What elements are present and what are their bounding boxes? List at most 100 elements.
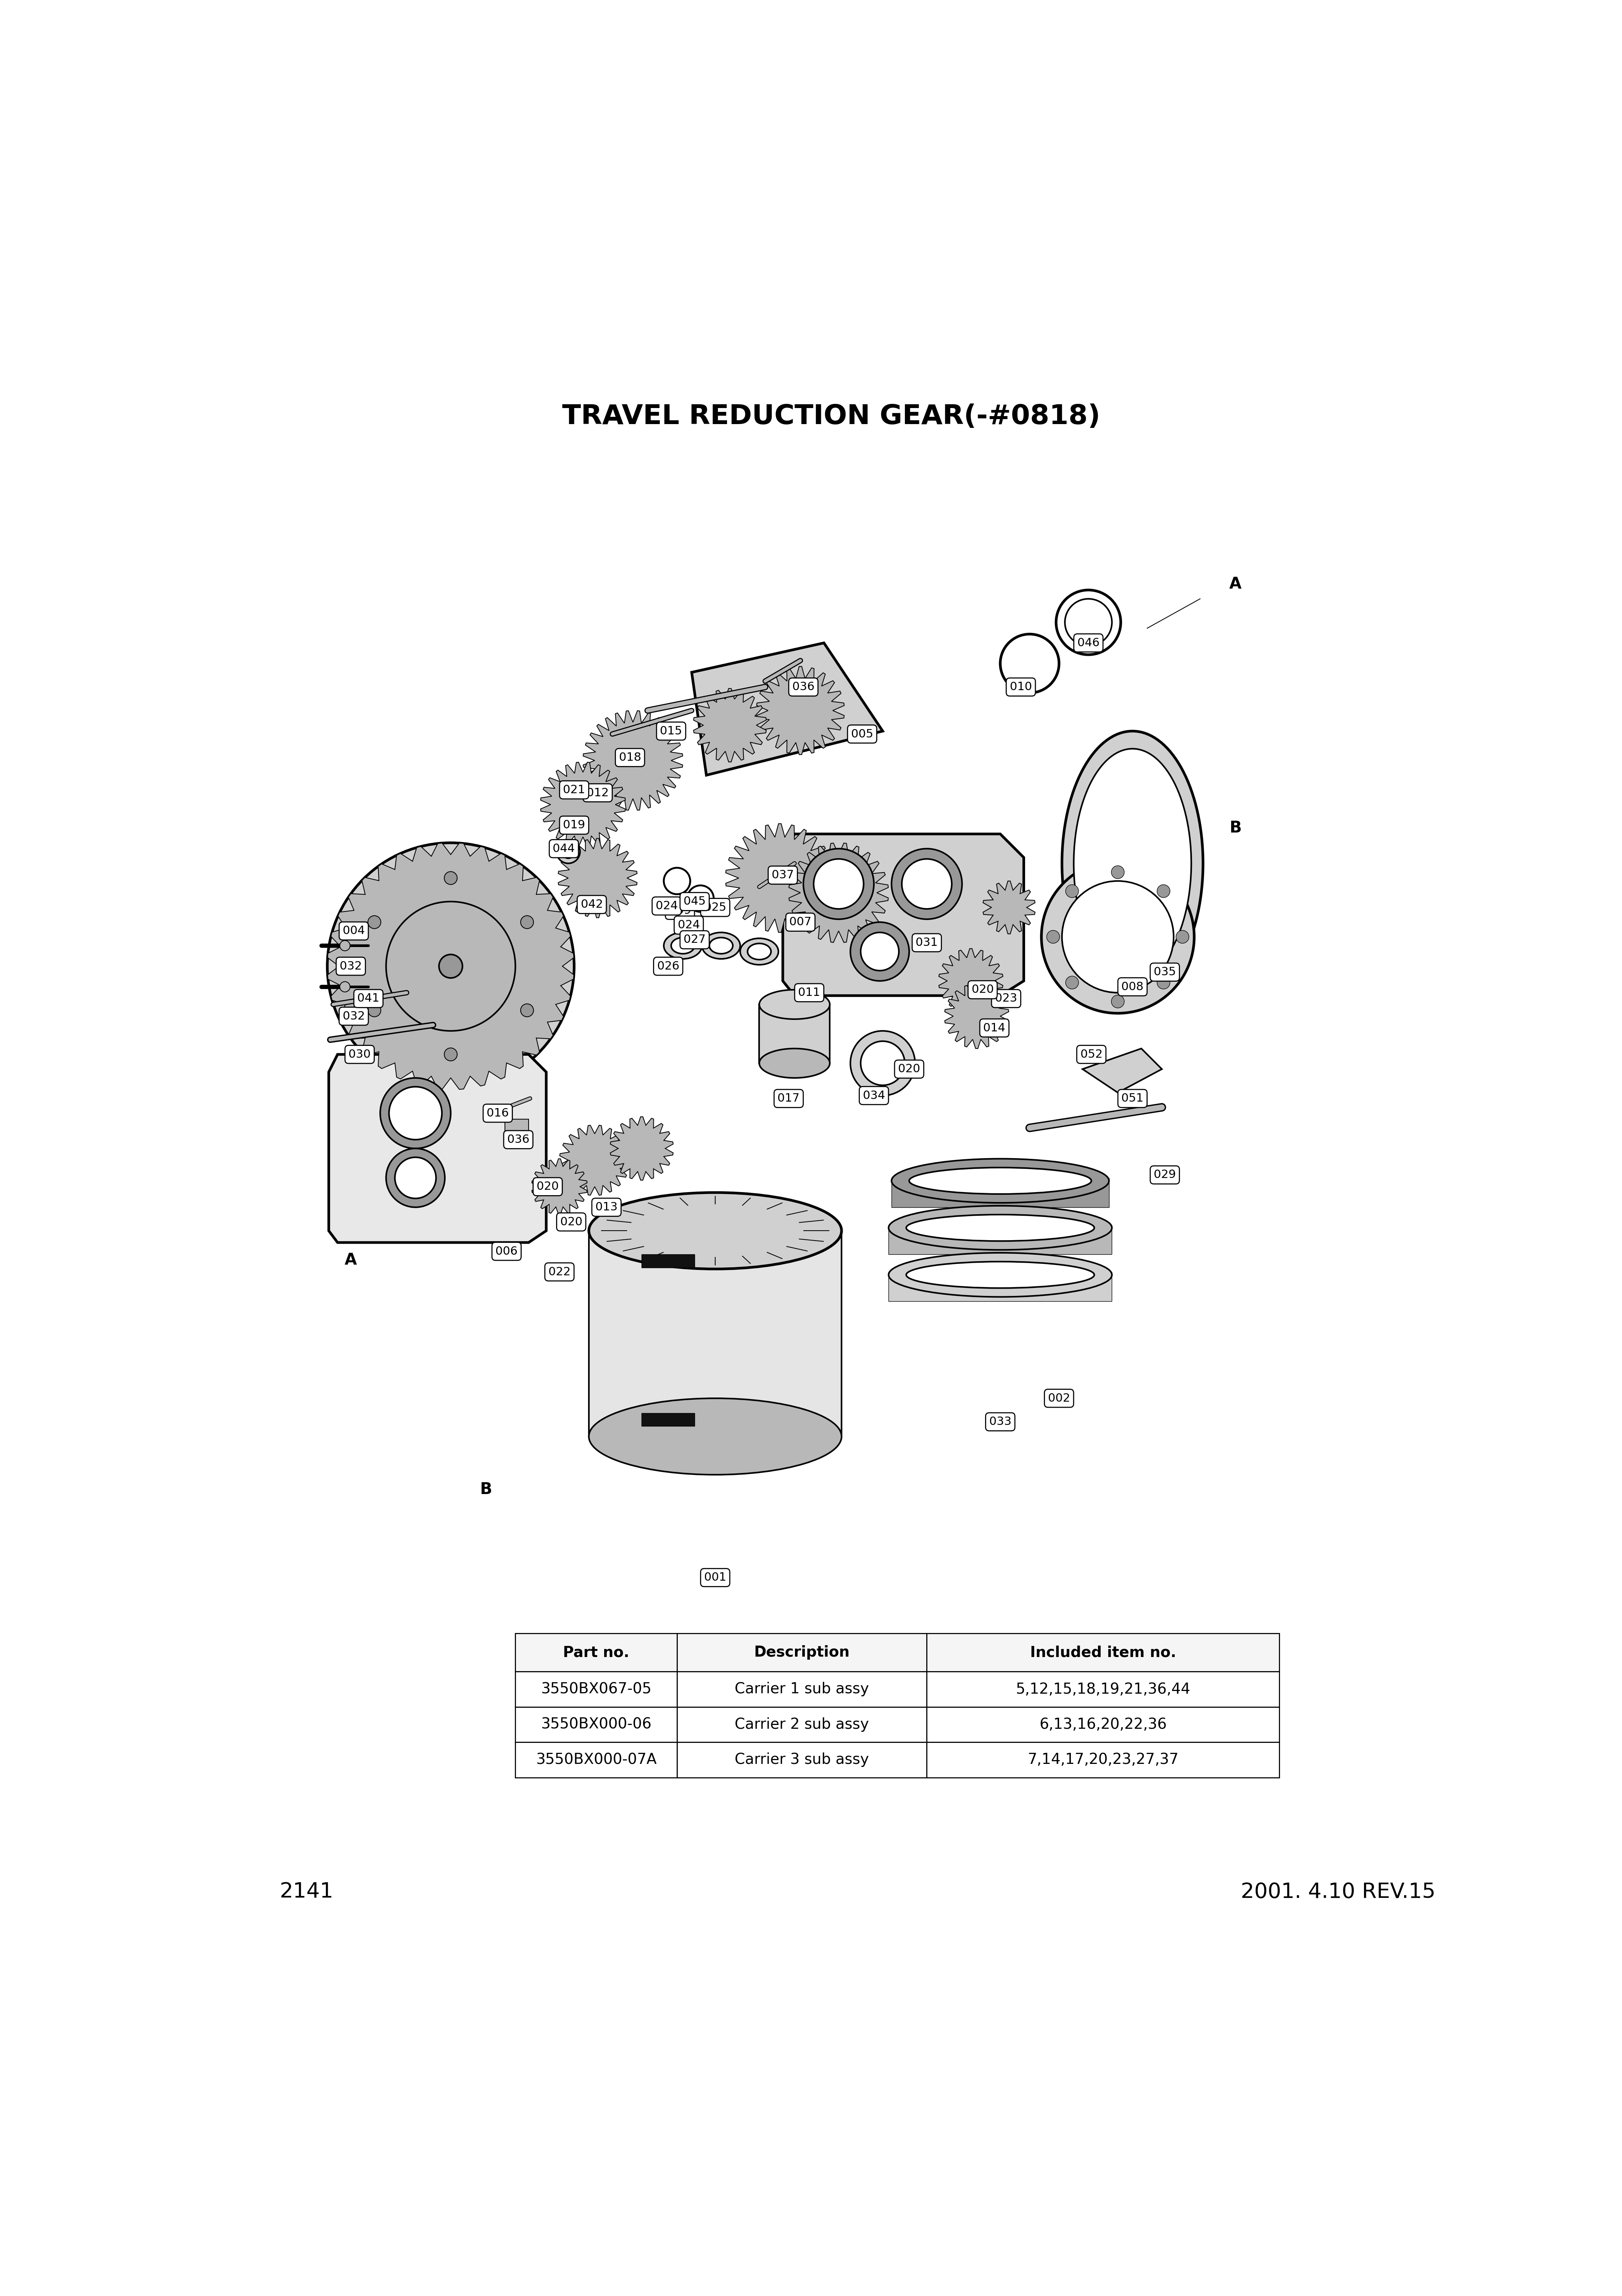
Text: 5,12,15,18,19,21,36,44: 5,12,15,18,19,21,36,44 [1015, 1683, 1191, 1697]
Polygon shape [694, 689, 766, 762]
Text: 045: 045 [683, 895, 706, 907]
Circle shape [368, 916, 381, 928]
Ellipse shape [1041, 861, 1194, 1013]
Bar [504, 1118, 529, 1137]
Ellipse shape [907, 1261, 1095, 1288]
Text: 035: 035 [1153, 967, 1176, 978]
Text: 042: 042 [581, 900, 603, 909]
Text: 015: 015 [660, 726, 683, 737]
Polygon shape [1082, 1049, 1161, 1093]
Ellipse shape [556, 840, 581, 863]
Ellipse shape [328, 843, 574, 1091]
Text: 025: 025 [704, 902, 727, 914]
Ellipse shape [339, 941, 350, 951]
Bar [926, 1671, 1280, 1706]
Text: TRAVEL REDUCTION GEAR(-#0818): TRAVEL REDUCTION GEAR(-#0818) [563, 404, 1100, 429]
Text: 021: 021 [563, 785, 586, 794]
Text: Carrier 3 sub assy: Carrier 3 sub assy [735, 1752, 869, 1768]
Text: Included item no.: Included item no. [1030, 1646, 1176, 1660]
Circle shape [521, 916, 534, 928]
Bar [676, 1743, 926, 1777]
Polygon shape [610, 1116, 673, 1180]
Ellipse shape [910, 1169, 1092, 1194]
Ellipse shape [389, 1086, 441, 1139]
Ellipse shape [902, 859, 952, 909]
Text: 041: 041 [357, 994, 380, 1003]
Text: Part no.: Part no. [563, 1646, 629, 1660]
Text: 7,14,17,20,23,27,37: 7,14,17,20,23,27,37 [1028, 1752, 1179, 1768]
Text: 012: 012 [587, 788, 608, 799]
Text: 026: 026 [657, 960, 680, 971]
Text: 009: 009 [668, 905, 691, 916]
Ellipse shape [702, 932, 740, 960]
Text: 020: 020 [972, 985, 994, 994]
Text: 023: 023 [994, 994, 1017, 1003]
Text: 3550BX067-05: 3550BX067-05 [540, 1683, 652, 1697]
Polygon shape [983, 882, 1035, 934]
Polygon shape [560, 1125, 629, 1196]
Ellipse shape [561, 845, 574, 859]
Text: A: A [1229, 576, 1241, 592]
Ellipse shape [803, 850, 874, 918]
Ellipse shape [386, 902, 516, 1031]
Ellipse shape [907, 1215, 1095, 1242]
Circle shape [440, 955, 462, 978]
Ellipse shape [394, 1157, 436, 1199]
Ellipse shape [1062, 882, 1174, 992]
Polygon shape [889, 1224, 1113, 1254]
Text: 027: 027 [683, 934, 706, 946]
Text: 3550BX000-06: 3550BX000-06 [540, 1717, 652, 1731]
Circle shape [444, 872, 457, 884]
Text: 022: 022 [548, 1267, 571, 1277]
Polygon shape [783, 833, 1023, 996]
Polygon shape [540, 762, 626, 847]
Circle shape [1176, 930, 1189, 944]
Circle shape [1066, 976, 1079, 990]
Ellipse shape [861, 1040, 905, 1086]
Polygon shape [691, 643, 882, 776]
Text: 005: 005 [852, 728, 873, 739]
Ellipse shape [748, 944, 770, 960]
Ellipse shape [380, 1077, 451, 1148]
Bar [516, 1706, 676, 1743]
Text: 2141: 2141 [279, 1883, 334, 1903]
Bar [926, 1743, 1280, 1777]
Ellipse shape [589, 1192, 842, 1270]
Text: A: A [344, 1251, 357, 1267]
Circle shape [444, 1047, 457, 1061]
Polygon shape [889, 1272, 1113, 1302]
Ellipse shape [892, 1159, 1109, 1203]
Ellipse shape [889, 1205, 1113, 1249]
Polygon shape [756, 666, 843, 755]
Text: 014: 014 [983, 1022, 1006, 1033]
Ellipse shape [672, 937, 694, 953]
Ellipse shape [709, 937, 733, 953]
Circle shape [1111, 866, 1124, 879]
Text: 036: 036 [508, 1134, 529, 1146]
Ellipse shape [339, 983, 350, 992]
Polygon shape [944, 985, 1009, 1049]
Ellipse shape [339, 854, 563, 1077]
Text: Description: Description [754, 1646, 850, 1660]
Text: 032: 032 [339, 960, 362, 971]
Text: 052: 052 [1080, 1049, 1103, 1061]
Text: 051: 051 [1121, 1093, 1144, 1104]
Bar [642, 1254, 694, 1267]
Text: 020: 020 [537, 1180, 560, 1192]
Text: 024: 024 [655, 900, 678, 912]
Text: Carrier 2 sub assy: Carrier 2 sub assy [735, 1717, 869, 1731]
Text: 017: 017 [777, 1093, 800, 1104]
Polygon shape [589, 1231, 842, 1437]
Text: Carrier 1 sub assy: Carrier 1 sub assy [735, 1683, 869, 1697]
Bar [676, 1671, 926, 1706]
Polygon shape [725, 824, 834, 932]
Bar [926, 1706, 1280, 1743]
Bar [516, 1671, 676, 1706]
Polygon shape [892, 1178, 1109, 1208]
Polygon shape [532, 1159, 587, 1215]
Bar [516, 1632, 676, 1671]
Ellipse shape [1062, 730, 1204, 996]
Circle shape [1066, 884, 1079, 898]
Text: 2001. 4.10 REV.15: 2001. 4.10 REV.15 [1241, 1883, 1435, 1903]
Ellipse shape [892, 850, 962, 918]
